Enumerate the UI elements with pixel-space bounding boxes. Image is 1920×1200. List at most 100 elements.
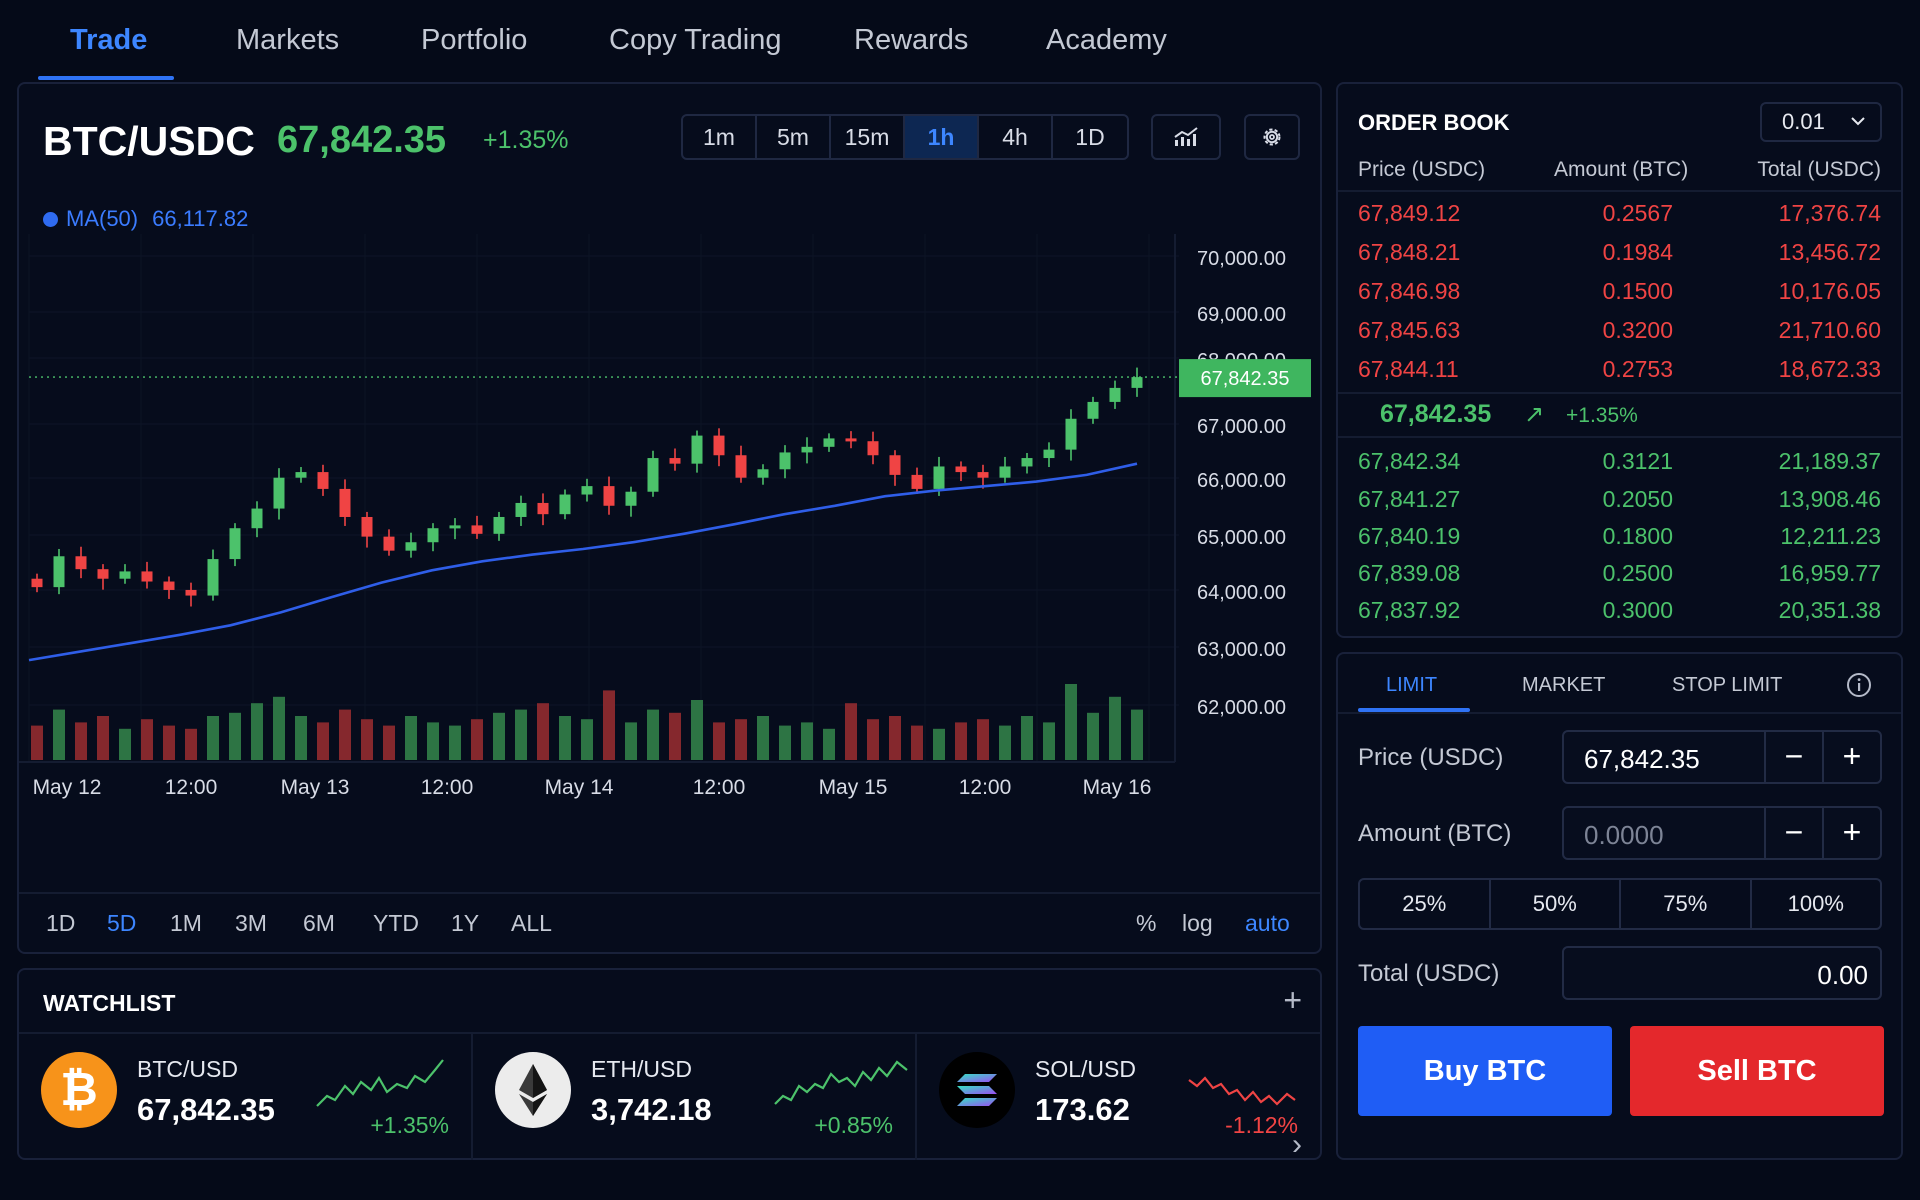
ethereum-icon: [495, 1052, 571, 1128]
precision-select[interactable]: 0.01: [1760, 102, 1882, 142]
percent-100-button[interactable]: 100%: [1787, 891, 1844, 916]
candle-body: [581, 486, 593, 495]
ask-price: 67,844.11: [1358, 356, 1459, 382]
watchlist-change: +0.85%: [814, 1112, 893, 1138]
tab-academy[interactable]: Academy: [1046, 24, 1167, 56]
sparkline-btc: [316, 1059, 444, 1107]
ask-amount: 0.2753: [1602, 356, 1673, 382]
candle-body: [185, 589, 197, 596]
timeframe-1m[interactable]: 1m: [683, 116, 757, 158]
ask-price: 67,848.21: [1358, 239, 1461, 265]
volume-bar: [273, 696, 285, 760]
timeframe-4h[interactable]: 4h: [979, 116, 1053, 158]
range-all[interactable]: ALL: [511, 910, 552, 936]
volume-bar: [361, 719, 373, 760]
bid-amount: 0.3000: [1602, 597, 1673, 623]
bid-row[interactable]: 67,841.27 0.2050 13,908.46: [1338, 486, 1901, 518]
volume-bar: [625, 722, 637, 760]
ask-row[interactable]: 67,844.11 0.2753 18,672.33: [1338, 356, 1901, 388]
tab-limit[interactable]: LIMIT: [1386, 674, 1438, 696]
amount-decrement-button[interactable]: −: [1764, 808, 1822, 858]
tab-portfolio[interactable]: Portfolio: [421, 24, 528, 56]
timeframe-1d[interactable]: 1D: [1075, 124, 1105, 150]
volume-bar: [933, 728, 945, 760]
last-price-tag: [1179, 359, 1311, 398]
volume-bar: [537, 703, 549, 760]
volume-bar: [647, 709, 659, 760]
bid-total: 16,959.77: [1778, 560, 1881, 586]
ask-row[interactable]: 67,846.98 0.1500 10,176.05: [1338, 278, 1901, 310]
watchlist-item-btc[interactable]: ₿ BTC/USD 67,842.35 +1.35%: [19, 1034, 471, 1160]
candle-body: [229, 528, 241, 560]
amount-input[interactable]: 0.0000 − +: [1562, 806, 1882, 860]
candle-body: [537, 502, 549, 515]
x-tick-label: 12:00: [959, 776, 1012, 799]
x-tick-label: 12:00: [421, 776, 474, 799]
amount-increment-button[interactable]: +: [1822, 808, 1880, 858]
volume-bar: [317, 722, 329, 760]
scale-log[interactable]: log: [1182, 910, 1213, 936]
ask-row[interactable]: 67,849.12 0.2567 17,376.74: [1338, 200, 1901, 232]
range-ytd[interactable]: YTD: [373, 910, 419, 936]
scale-auto[interactable]: auto: [1245, 910, 1290, 936]
price-input[interactable]: 67,842.35 − +: [1562, 730, 1882, 784]
bid-row[interactable]: 67,840.19 0.1800 12,211.23: [1338, 523, 1901, 555]
gear-icon: [1263, 128, 1281, 146]
order-book-divider: [1338, 392, 1901, 394]
percent-25-button[interactable]: 25%: [1360, 880, 1491, 928]
candle-body: [75, 556, 87, 570]
bid-amount: 0.2050: [1602, 486, 1673, 512]
candle-body: [1087, 401, 1099, 419]
tab-market[interactable]: MARKET: [1522, 674, 1606, 696]
ask-row[interactable]: 67,845.63 0.3200 21,710.60: [1338, 317, 1901, 349]
form-tab-divider: [1338, 712, 1901, 714]
volume-bar: [383, 725, 395, 760]
range-5d[interactable]: 5D: [107, 910, 137, 936]
volume-bar: [141, 719, 153, 760]
indicators-button[interactable]: [1151, 114, 1221, 160]
info-icon[interactable]: [1846, 672, 1872, 698]
timeframe-1h[interactable]: 1h: [905, 116, 979, 158]
range-1y[interactable]: 1Y: [451, 910, 480, 936]
bid-row[interactable]: 67,839.08 0.2500 16,959.77: [1338, 560, 1901, 592]
ma-value: 66,117.82: [152, 206, 249, 231]
y-tick-label: 62,000.00: [1197, 697, 1286, 719]
timeframe-5m[interactable]: 5m: [757, 116, 831, 158]
tab-trade[interactable]: Trade: [70, 24, 148, 56]
bid-row[interactable]: 67,837.92 0.3000 20,351.38: [1338, 597, 1901, 629]
range-1d[interactable]: 1D: [46, 910, 76, 936]
buy-button[interactable]: Buy BTC: [1358, 1026, 1612, 1116]
range-3m[interactable]: 3M: [235, 910, 267, 936]
price-chart[interactable]: 70,000.0069,000.0068,000.0067,000.0066,0…: [19, 184, 1320, 884]
watchlist-title: WATCHLIST: [43, 990, 176, 1016]
y-tick-label: 69,000.00: [1197, 304, 1286, 326]
price-decrement-button[interactable]: −: [1764, 732, 1822, 782]
range-1m[interactable]: 1M: [170, 910, 202, 936]
range-6m[interactable]: 6M: [303, 910, 335, 936]
tab-stop-limit[interactable]: STOP LIMIT: [1672, 674, 1783, 696]
percent-75-button[interactable]: 75%: [1621, 880, 1752, 928]
bid-row[interactable]: 67,842.34 0.3121 21,189.37: [1338, 448, 1901, 480]
watchlist-next-button[interactable]: ›: [1292, 1128, 1302, 1161]
pair-title[interactable]: BTC/USDC: [43, 118, 255, 164]
watchlist-add-button[interactable]: +: [1283, 982, 1302, 1018]
timeframe-15m[interactable]: 15m: [831, 116, 905, 158]
total-input[interactable]: 0.00: [1562, 946, 1882, 1000]
sell-button[interactable]: Sell BTC: [1630, 1026, 1884, 1116]
percent-50-button[interactable]: 50%: [1491, 880, 1621, 928]
watchlist-separator: [915, 1034, 917, 1160]
amount-label: Amount (BTC): [1358, 820, 1512, 847]
ask-row[interactable]: 67,848.21 0.1984 13,456.72: [1338, 239, 1901, 271]
watchlist-item-sol[interactable]: SOL/USD 173.62 -1.12% ›: [917, 1034, 1320, 1161]
y-tick-label: 65,000.00: [1197, 527, 1286, 549]
tab-rewards[interactable]: Rewards: [854, 24, 969, 56]
scale-percent[interactable]: %: [1136, 910, 1157, 936]
chart-settings-button[interactable]: [1244, 114, 1300, 160]
x-tick-label: 12:00: [165, 776, 218, 799]
watchlist-item-eth[interactable]: ETH/USD 3,742.18 +0.85%: [473, 1034, 915, 1160]
tab-markets[interactable]: Markets: [236, 24, 340, 56]
tab-copy-trading[interactable]: Copy Trading: [609, 24, 782, 56]
price-increment-button[interactable]: +: [1822, 732, 1880, 782]
volume-bar: [53, 709, 65, 760]
ask-total: 13,456.72: [1778, 239, 1881, 265]
